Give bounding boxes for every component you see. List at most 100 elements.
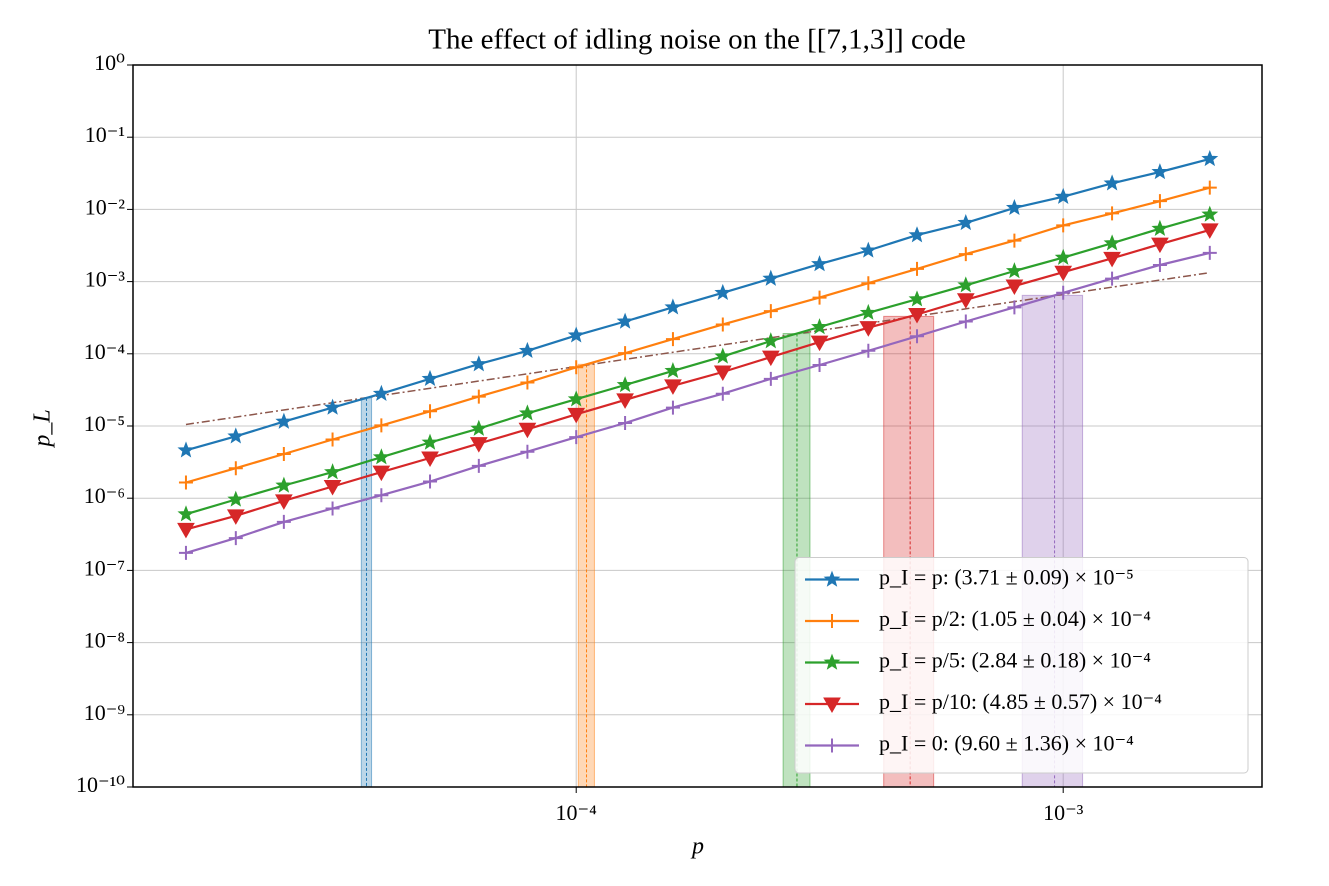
series-line <box>185 213 1211 516</box>
marker <box>763 304 778 319</box>
marker <box>1054 248 1072 265</box>
marker <box>1103 251 1121 268</box>
marker <box>520 444 535 459</box>
marker <box>1054 187 1072 204</box>
y-tick-label: 10⁻⁶ <box>84 483 125 508</box>
series-line <box>185 157 1211 452</box>
marker <box>518 422 537 439</box>
marker <box>1200 223 1219 239</box>
marker <box>567 390 585 407</box>
marker <box>1151 163 1169 180</box>
legend-box <box>794 557 1249 774</box>
marker <box>761 350 780 367</box>
legend-marker <box>823 653 841 670</box>
marker <box>1005 279 1024 295</box>
marker <box>228 531 243 546</box>
marker <box>470 419 488 436</box>
plot-frame <box>132 64 1263 788</box>
marker <box>861 343 876 358</box>
marker <box>1007 300 1022 315</box>
marker <box>421 451 439 468</box>
x-axis-label: p <box>690 834 704 860</box>
legend-label: p_I = 0: (9.60 ± 1.36) × 10⁻⁴ <box>879 731 1134 756</box>
marker <box>665 400 680 415</box>
y-tick-label: 10⁻⁵ <box>84 411 125 436</box>
marker <box>421 433 439 450</box>
marker <box>1054 265 1073 282</box>
marker <box>762 332 780 349</box>
marker <box>178 475 193 490</box>
marker <box>1201 205 1219 222</box>
marker <box>859 241 877 258</box>
marker <box>714 283 732 301</box>
marker <box>616 393 634 409</box>
marker <box>908 226 926 243</box>
series-line <box>185 186 1211 484</box>
marker <box>374 418 389 433</box>
marker <box>811 318 829 335</box>
reference-line <box>185 271 1210 426</box>
marker <box>374 488 389 503</box>
marker <box>275 476 293 493</box>
x-tick-label: 10⁻³ <box>1043 800 1084 825</box>
marker <box>372 465 391 482</box>
marker <box>470 355 488 372</box>
marker <box>1105 271 1120 286</box>
marker <box>861 276 876 291</box>
marker <box>471 389 486 404</box>
marker <box>567 326 585 343</box>
marker <box>715 386 730 401</box>
marker <box>324 463 342 480</box>
marker <box>323 480 342 496</box>
marker <box>1056 285 1071 300</box>
marker <box>569 360 584 375</box>
marker <box>812 357 827 372</box>
marker <box>1151 219 1169 236</box>
marker <box>908 308 926 324</box>
marker <box>423 474 438 489</box>
marker <box>569 430 584 445</box>
marker <box>469 437 488 453</box>
y-axis-label: p_L <box>30 409 56 448</box>
marker <box>714 347 732 364</box>
marker <box>810 335 829 352</box>
x-tick-label: 10⁻⁴ <box>556 800 598 825</box>
series-line <box>185 228 1211 531</box>
marker <box>1103 174 1121 191</box>
y-tick-label: 10⁻³ <box>85 267 126 292</box>
legend-marker <box>823 697 841 714</box>
marker <box>1152 194 1167 209</box>
y-tick-label: 10⁻¹ <box>85 122 125 147</box>
marker <box>1103 234 1121 251</box>
marker <box>1151 237 1169 254</box>
marker <box>618 416 633 431</box>
legend-label: p_I = p/2: (1.05 ± 0.04) × 10⁻⁴ <box>879 606 1151 631</box>
marker <box>178 545 193 560</box>
marker <box>372 384 390 401</box>
marker <box>325 432 340 447</box>
marker <box>958 314 973 329</box>
marker <box>1007 233 1022 248</box>
marker <box>958 247 973 262</box>
marker <box>1202 245 1217 260</box>
marker <box>1105 206 1120 221</box>
legend-marker <box>823 570 841 587</box>
y-tick-label: 10⁻⁸ <box>84 628 125 653</box>
marker <box>1005 199 1023 216</box>
marker <box>421 369 439 387</box>
marker <box>664 379 682 395</box>
marker <box>1152 257 1167 272</box>
marker <box>859 303 877 320</box>
marker <box>812 290 827 305</box>
marker <box>811 255 829 272</box>
y-tick-label: 10⁻⁴ <box>84 339 126 364</box>
marker <box>372 448 390 465</box>
marker <box>518 404 536 421</box>
marker <box>177 441 195 458</box>
marker <box>274 494 293 510</box>
marker <box>664 361 682 379</box>
marker <box>520 375 535 390</box>
marker <box>276 514 291 529</box>
legend-marker <box>825 614 839 628</box>
